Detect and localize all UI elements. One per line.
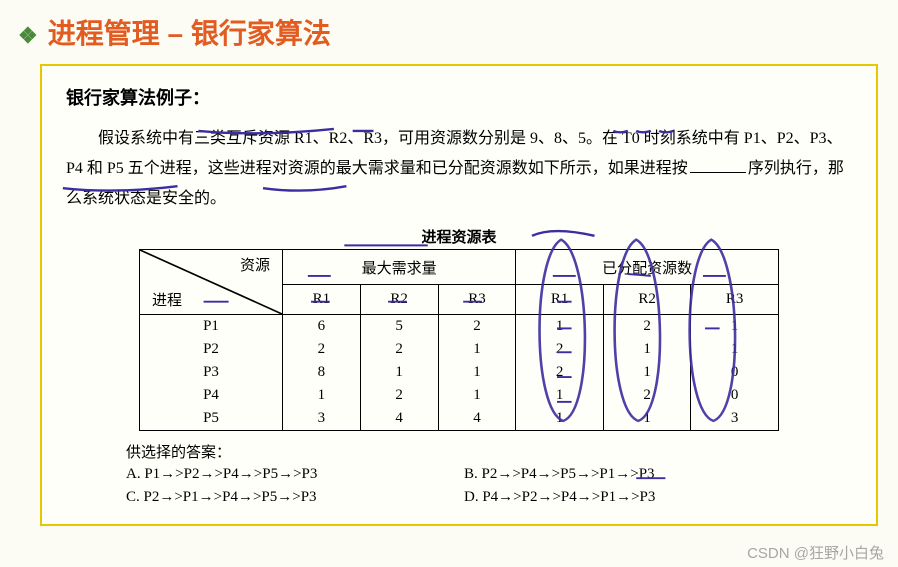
table-caption: 进程资源表 <box>66 226 852 247</box>
table-row: P2221211 <box>140 338 779 361</box>
value-cell: 1 <box>360 361 438 384</box>
example-heading: 银行家算法例子： <box>66 84 852 110</box>
value-cell: 1 <box>516 407 604 431</box>
value-cell: 3 <box>283 407 361 431</box>
subcol-alloc-r2: R2 <box>603 285 691 315</box>
page-title: ❖ 进程管理 – 银行家算法 <box>0 0 898 58</box>
problem-prefix: 假设系统中有三类互斥资源 R1、R2、R3，可用资源数分别是 9、8、5。在 T… <box>66 130 843 177</box>
table-row: P5344113 <box>140 407 779 431</box>
value-cell: 1 <box>438 384 516 407</box>
value-cell: 0 <box>691 384 779 407</box>
title-text: 进程管理 – 银行家算法 <box>48 18 331 49</box>
subcol-alloc-r1: R1 <box>516 285 604 315</box>
value-cell: 1 <box>516 315 604 339</box>
answer-b: B. P2→>P4→>P5→>P1→>P3 <box>464 466 802 483</box>
value-cell: 2 <box>438 315 516 339</box>
value-cell: 1 <box>438 338 516 361</box>
value-cell: 2 <box>283 338 361 361</box>
diag-bottom-label: 进程 <box>152 289 182 310</box>
table-row: P3811210 <box>140 361 779 384</box>
answer-a: A. P1→>P2→>P4→>P5→>P3 <box>126 466 464 483</box>
value-cell: 4 <box>438 407 516 431</box>
problem-paragraph: 假设系统中有三类互斥资源 R1、R2、R3，可用资源数分别是 9、8、5。在 T… <box>66 124 852 214</box>
answer-d: D. P4→>P2→>P4→>P1→>P3 <box>464 489 802 506</box>
value-cell: 1 <box>603 338 691 361</box>
value-cell: 2 <box>360 338 438 361</box>
value-cell: 0 <box>691 361 779 384</box>
table-row: P1652121 <box>140 315 779 339</box>
diag-top-label: 资源 <box>240 254 270 275</box>
subcol-max-r1: R1 <box>283 285 361 315</box>
proc-cell: P1 <box>140 315 283 339</box>
value-cell: 1 <box>603 407 691 431</box>
value-cell: 2 <box>516 338 604 361</box>
fill-blank <box>690 172 746 173</box>
value-cell: 5 <box>360 315 438 339</box>
subcol-max-r2: R2 <box>360 285 438 315</box>
diagonal-header-cell: 资源 进程 <box>140 250 283 315</box>
proc-cell: P3 <box>140 361 283 384</box>
value-cell: 3 <box>691 407 779 431</box>
value-cell: 2 <box>603 315 691 339</box>
value-cell: 2 <box>516 361 604 384</box>
value-cell: 1 <box>603 361 691 384</box>
value-cell: 2 <box>360 384 438 407</box>
col-group-max: 最大需求量 <box>283 250 516 285</box>
value-cell: 2 <box>603 384 691 407</box>
value-cell: 1 <box>438 361 516 384</box>
value-cell: 1 <box>516 384 604 407</box>
value-cell: 1 <box>283 384 361 407</box>
bullet-icon: ❖ <box>18 23 38 49</box>
value-cell: 1 <box>691 315 779 339</box>
proc-cell: P2 <box>140 338 283 361</box>
watermark: CSDN @狂野小白兔 <box>747 542 884 563</box>
proc-cell: P5 <box>140 407 283 431</box>
value-cell: 4 <box>360 407 438 431</box>
value-cell: 1 <box>691 338 779 361</box>
resource-table: 资源 进程 最大需求量 已分配资源数 R1 R2 R3 R1 R2 R3 P16… <box>139 249 779 431</box>
proc-cell: P4 <box>140 384 283 407</box>
answers-grid: A. P1→>P2→>P4→>P5→>P3 B. P2→>P4→>P5→>P1→… <box>126 466 802 506</box>
value-cell: 6 <box>283 315 361 339</box>
value-cell: 8 <box>283 361 361 384</box>
content-box: 银行家算法例子： 假设系统中有三类互斥资源 R1、R2、R3，可用资源数分别是 … <box>40 64 878 526</box>
subcol-alloc-r3: R3 <box>691 285 779 315</box>
table-row: P4121120 <box>140 384 779 407</box>
subcol-max-r3: R3 <box>438 285 516 315</box>
col-group-alloc: 已分配资源数 <box>516 250 779 285</box>
answers-heading: 供选择的答案： <box>126 441 852 462</box>
answer-c: C. P2→>P1→>P4→>P5→>P3 <box>126 489 464 506</box>
